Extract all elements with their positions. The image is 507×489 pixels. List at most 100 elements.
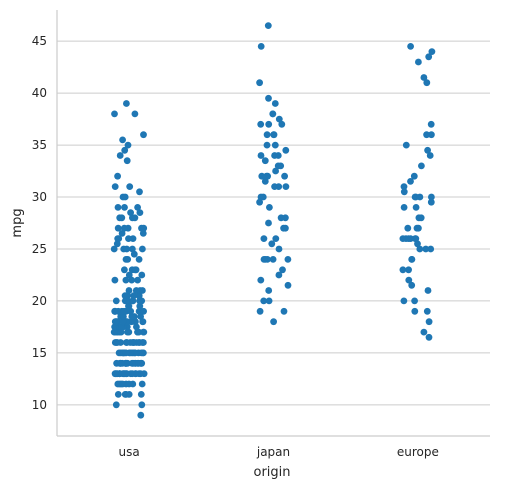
data-point-usa bbox=[138, 401, 146, 409]
data-point-europe bbox=[400, 188, 408, 196]
data-point-usa bbox=[139, 245, 146, 253]
data-point-usa bbox=[134, 276, 142, 284]
data-point-japan bbox=[280, 307, 288, 315]
data-point-usa bbox=[139, 230, 147, 237]
data-point-usa bbox=[136, 302, 144, 310]
data-point-japan bbox=[263, 131, 271, 139]
data-point-japan bbox=[268, 240, 276, 248]
data-point-usa bbox=[118, 323, 125, 331]
data-point-usa bbox=[131, 110, 139, 118]
data-point-europe bbox=[412, 235, 420, 243]
data-point-usa bbox=[111, 110, 118, 118]
data-point-europe bbox=[427, 198, 435, 206]
data-point-usa bbox=[120, 313, 127, 320]
data-point-europe bbox=[425, 333, 433, 341]
data-point-japan bbox=[284, 281, 292, 289]
x-tick-label-europe: europe bbox=[397, 445, 439, 459]
data-point-japan bbox=[274, 162, 282, 170]
data-point-japan bbox=[264, 22, 272, 29]
data-point-usa bbox=[119, 380, 126, 388]
data-point-usa bbox=[112, 318, 120, 326]
data-point-usa bbox=[139, 318, 147, 326]
data-point-europe bbox=[427, 245, 435, 253]
data-point-usa bbox=[117, 359, 125, 367]
data-point-usa bbox=[114, 172, 121, 180]
x-tick-label-japan: japan bbox=[256, 445, 290, 459]
data-point-japan bbox=[272, 235, 280, 243]
x-tick-labels: usa japan europe bbox=[119, 445, 439, 459]
data-point-usa bbox=[135, 292, 143, 300]
data-point-europe bbox=[415, 58, 422, 66]
y-tick-labels: 10 15 20 25 30 35 40 45 bbox=[32, 34, 47, 412]
data-point-usa bbox=[118, 230, 126, 237]
data-point-europe bbox=[427, 120, 435, 128]
y-tick-label: 10 bbox=[32, 398, 47, 412]
data-point-usa bbox=[122, 276, 130, 284]
data-points bbox=[110, 22, 436, 419]
data-point-japan bbox=[282, 183, 290, 191]
data-point-japan bbox=[257, 43, 265, 50]
data-point-japan bbox=[270, 131, 278, 139]
data-point-usa bbox=[121, 193, 129, 201]
data-point-usa bbox=[119, 318, 127, 326]
data-point-usa bbox=[140, 131, 147, 139]
data-point-japan bbox=[257, 276, 265, 284]
data-point-usa bbox=[138, 271, 146, 279]
data-point-japan bbox=[260, 256, 268, 263]
data-point-japan bbox=[263, 141, 271, 149]
data-point-japan bbox=[265, 94, 272, 102]
data-point-usa bbox=[137, 411, 145, 419]
data-point-japan bbox=[265, 287, 273, 294]
data-point-usa bbox=[121, 370, 129, 378]
data-point-usa bbox=[135, 256, 143, 263]
data-point-europe bbox=[414, 240, 421, 248]
data-point-usa bbox=[125, 287, 133, 294]
data-point-usa bbox=[118, 214, 126, 222]
data-point-europe bbox=[402, 141, 410, 149]
data-point-europe bbox=[416, 245, 424, 253]
data-point-usa bbox=[140, 339, 147, 346]
data-point-europe bbox=[404, 224, 412, 232]
data-point-japan bbox=[270, 318, 277, 326]
data-point-usa bbox=[125, 380, 133, 388]
data-point-usa bbox=[123, 245, 131, 253]
data-point-europe bbox=[423, 307, 431, 315]
data-point-japan bbox=[257, 152, 265, 159]
data-point-usa bbox=[123, 100, 130, 107]
data-point-usa bbox=[128, 370, 136, 378]
data-point-europe bbox=[423, 131, 430, 139]
data-point-usa bbox=[134, 204, 142, 211]
data-point-usa bbox=[137, 313, 145, 320]
data-point-usa bbox=[123, 297, 130, 305]
data-point-japan bbox=[281, 172, 288, 180]
data-point-europe bbox=[422, 245, 430, 253]
data-point-japan bbox=[269, 256, 277, 263]
data-point-usa bbox=[125, 271, 133, 279]
data-point-japan bbox=[279, 266, 286, 274]
data-point-usa bbox=[137, 391, 145, 398]
data-point-usa bbox=[136, 209, 144, 217]
data-point-usa bbox=[127, 209, 134, 217]
data-point-japan bbox=[256, 307, 264, 315]
data-point-usa bbox=[111, 276, 119, 284]
data-point-usa bbox=[134, 328, 142, 336]
data-point-europe bbox=[408, 281, 416, 289]
data-point-usa bbox=[129, 245, 136, 253]
x-axis-label: origin bbox=[253, 465, 290, 480]
data-point-usa bbox=[140, 307, 148, 315]
data-point-usa bbox=[139, 287, 146, 294]
data-point-japan bbox=[282, 146, 290, 154]
data-point-usa bbox=[110, 245, 118, 253]
data-point-japan bbox=[257, 193, 265, 201]
data-point-usa bbox=[113, 240, 121, 248]
data-point-japan bbox=[261, 178, 269, 185]
data-point-europe bbox=[411, 193, 419, 201]
data-point-usa bbox=[128, 276, 136, 284]
data-point-japan bbox=[261, 157, 269, 165]
data-point-usa bbox=[116, 152, 124, 159]
data-point-usa bbox=[140, 224, 148, 232]
data-point-usa bbox=[114, 204, 122, 211]
data-point-usa bbox=[120, 307, 128, 315]
data-point-usa bbox=[125, 302, 132, 310]
data-point-usa bbox=[139, 349, 147, 357]
